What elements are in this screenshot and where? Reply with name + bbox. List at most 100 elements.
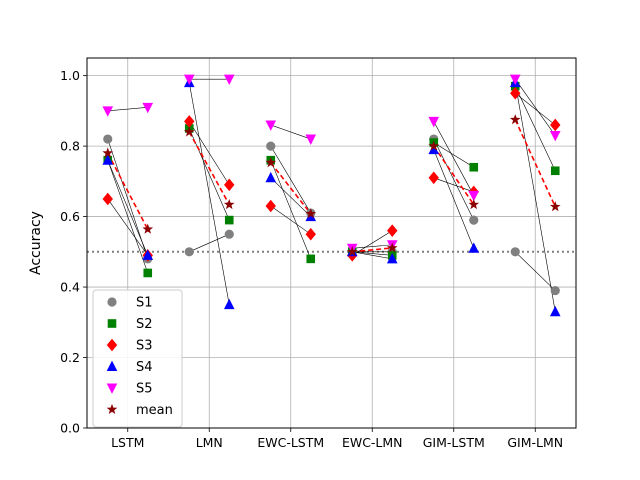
pair-connector-line [107,160,149,274]
pair-connector-line [270,124,311,140]
legend-label-s5: S5 [136,382,153,397]
s3-marker [510,86,521,100]
s3-marker [184,115,195,128]
s1-marker [184,247,194,257]
legend-marker-s3 [106,338,118,352]
s3-marker [550,118,561,132]
mean-marker [346,246,358,257]
s4-marker [265,171,277,183]
s3-marker [305,227,316,241]
s1-marker [469,215,479,225]
pair-connector-line [188,128,230,221]
legend-label-s4: S4 [136,360,153,375]
s4-marker [223,298,235,310]
s5-marker [509,74,521,86]
mean-connector-line [270,162,312,215]
y-axis-label: Accuracy [28,211,44,275]
legend-label-s1: S1 [136,296,153,311]
legend-marker-s4 [106,360,118,371]
pair-connector-line [188,82,230,305]
mean-connector-line [352,247,393,253]
y-tick-label: 1.0 [60,68,80,83]
legend-label-mean: mean [136,403,173,418]
legend-label-s2: S2 [136,317,153,332]
legend-marker-s5 [106,383,118,394]
legend: S1 S2 S3 S4 S5 mean [92,289,183,428]
y-tick-label: 0.0 [60,421,80,436]
mean-marker [265,157,277,168]
axes: 0.0 0.2 0.4 0.6 0.8 1.0 LSTM LMN EWC-LSTM EWC-LMN… [60,68,563,450]
pair-connector-line [270,160,312,259]
s2-marker [224,215,234,225]
s5-marker [142,102,154,114]
mean-connector-line [188,131,230,205]
pair-connector-line [433,149,475,249]
mean-marker [386,242,398,253]
s1-marker [103,134,113,144]
y-tick-label: 0.8 [60,139,80,154]
legend-marker-s2 [107,319,117,328]
x-tick-label: EWC-LSTM [257,435,324,450]
s5-marker [468,190,480,202]
x-tick-label: GIM-LMN [507,435,563,450]
pair-connector-line [433,121,475,196]
mean-marker [428,140,440,151]
x-tick-label: LSTM [111,435,144,450]
y-tick-label: 0.2 [60,350,80,365]
s5-marker [305,134,317,145]
pair-connector-line [433,138,475,221]
mean-connector-line [433,145,475,206]
s2-marker [550,166,560,176]
s5-marker [102,106,114,117]
s1-marker [266,141,276,151]
pair-connector-line [515,93,556,126]
pair-connector-line [433,142,474,168]
s4-marker [386,252,398,264]
s2-marker [469,162,479,172]
s2-marker [306,254,316,264]
pair-connector-line [352,251,393,260]
pair-connector-line [270,205,311,235]
s1-marker [510,247,520,257]
y-tick-label: 0.4 [60,280,80,295]
mean-marker [509,114,521,125]
pair-connector-line [107,160,149,256]
x-tick-label: LMN [196,435,223,450]
mean-marker [142,223,154,234]
s4-marker [468,242,480,253]
s2-marker [143,268,153,278]
s4-marker [142,249,154,260]
s1-marker [550,285,560,296]
mean-marker [549,201,561,212]
s4-marker [102,154,114,165]
pair-connector-line [188,121,230,186]
pair-connector-line [514,82,556,312]
pair-connector-line [352,230,393,256]
legend-marker-s1 [107,297,117,307]
y-tick-label: 0.6 [60,209,80,224]
s4-marker [428,143,440,155]
s5-marker [428,116,440,128]
mean-connector-line [107,152,149,230]
data-markers [102,74,561,317]
x-tick-label: EWC-LMN [342,435,403,450]
pair-connector-line [514,86,556,171]
mean-marker [223,198,235,210]
pair-connector-line [107,198,148,256]
s1-marker [224,229,234,239]
connector-lines [107,78,556,312]
pair-connector-line [352,251,393,256]
mean-marker [305,208,317,219]
legend-label-s3: S3 [136,339,153,354]
s5-marker [223,74,235,86]
s3-marker [224,178,235,192]
pair-connector-line [515,251,556,291]
pair-connector-line [352,244,393,249]
mean-marker [468,198,480,210]
pair-connector-line [270,177,311,217]
x-tick-label: GIM-LSTM [423,435,485,450]
pair-connector-line [270,145,312,214]
s3-marker [387,224,398,237]
